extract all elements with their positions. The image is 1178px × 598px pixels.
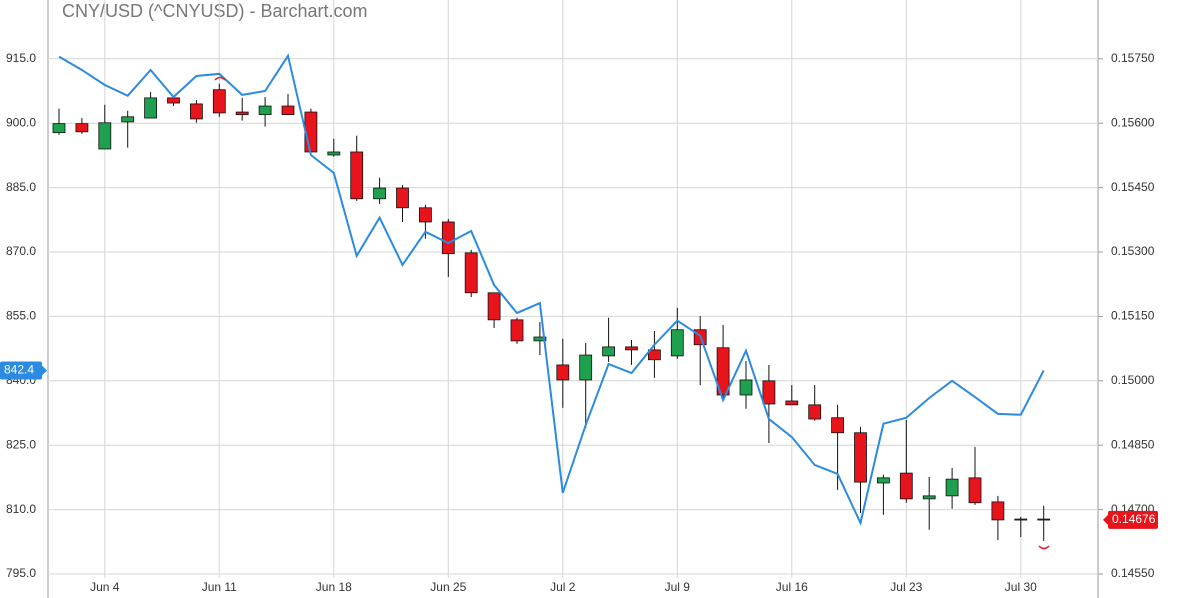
candle-body: [831, 417, 844, 434]
candle-body: [602, 346, 615, 357]
y2-tick-label: 0.14550: [1111, 566, 1155, 580]
y-tick-label: 855.0: [6, 309, 36, 323]
candle-body: [304, 111, 318, 153]
x-tick-label: Jul 23: [890, 580, 922, 594]
x-tick-label: Jun 4: [90, 580, 120, 594]
y-tick-label: 900.0: [6, 115, 36, 129]
y-tick-label: 810.0: [6, 502, 36, 516]
candle-body: [487, 292, 501, 321]
candle-body: [373, 187, 387, 200]
candle-body: [808, 404, 822, 420]
x-tick-label: Jul 30: [1005, 580, 1037, 594]
candle-body: [1037, 518, 1051, 521]
y-tick-label: 915.0: [6, 51, 36, 65]
candle-body: [350, 151, 364, 200]
candle-body: [281, 105, 295, 116]
x-tick-label: Jul 2: [550, 580, 576, 594]
chart-title: CNY/USD (^CNYUSD) - Barchart.com: [62, 1, 367, 21]
candle-body: [991, 501, 1005, 521]
candle-body: [212, 89, 226, 114]
candle-body: [189, 103, 203, 120]
y2-tick-label: 0.15450: [1111, 180, 1155, 194]
x-tick-label: Jun 11: [202, 580, 237, 594]
marker-arc: [214, 76, 226, 81]
y2-tick-label: 0.15750: [1111, 51, 1155, 65]
candle-body: [418, 207, 432, 223]
candle-body: [396, 187, 409, 209]
y2-tick-label: 0.15300: [1111, 244, 1155, 258]
x-tick-label: Jul 9: [665, 580, 691, 594]
candle-body: [739, 379, 753, 396]
y-tick-label: 885.0: [6, 180, 36, 194]
candle-body: [52, 123, 66, 134]
marker-arc: [1038, 545, 1050, 550]
candle-body: [167, 97, 180, 104]
candle-body: [144, 97, 158, 119]
line-series: [58, 53, 1045, 526]
x-tick-label: Jun 25: [430, 580, 466, 594]
candle-body: [670, 329, 684, 357]
last-price-tag: [1108, 510, 1158, 529]
candle-body: [258, 105, 272, 116]
candle-body: [533, 336, 547, 342]
candle-body: [75, 123, 89, 133]
last-price-label: 0.14676: [1112, 512, 1156, 526]
x-tick-label: Jul 16: [776, 580, 808, 594]
y-tick-label: 825.0: [6, 437, 36, 451]
candle-body: [235, 111, 249, 116]
y2-tick-label: 0.15000: [1111, 373, 1155, 387]
candle-body: [327, 151, 341, 156]
candle-body: [762, 380, 776, 405]
candle-body: [648, 349, 661, 361]
y-tick-label: 795.0: [6, 566, 36, 580]
y2-tick-label: 0.14850: [1111, 437, 1155, 451]
y2-tick-label: 0.15600: [1111, 115, 1155, 129]
candle-body: [121, 116, 135, 123]
candle-body: [945, 478, 959, 497]
candle-body: [1014, 518, 1028, 521]
candle-body: [716, 347, 730, 396]
candle-body: [510, 319, 524, 342]
candle-body: [854, 432, 867, 483]
candle-body: [968, 477, 982, 504]
candle-body: [899, 472, 913, 500]
tag-pointer: [1103, 514, 1108, 525]
candle-body: [556, 364, 570, 381]
last-value-label: 842.4: [4, 363, 34, 377]
candle-body: [441, 221, 455, 255]
candle-body: [785, 400, 799, 406]
candle-body: [464, 252, 478, 294]
last-value-tag: [0, 361, 42, 380]
candle-body: [579, 354, 593, 381]
candle-body: [625, 346, 638, 351]
tag-pointer: [42, 365, 47, 376]
y2-tick-label: 0.15150: [1111, 309, 1155, 323]
x-tick-label: Jun 18: [316, 580, 352, 594]
candle-body: [877, 477, 890, 484]
candle-body: [98, 122, 112, 150]
y-tick-label: 870.0: [6, 244, 36, 258]
candle-body: [922, 495, 936, 500]
